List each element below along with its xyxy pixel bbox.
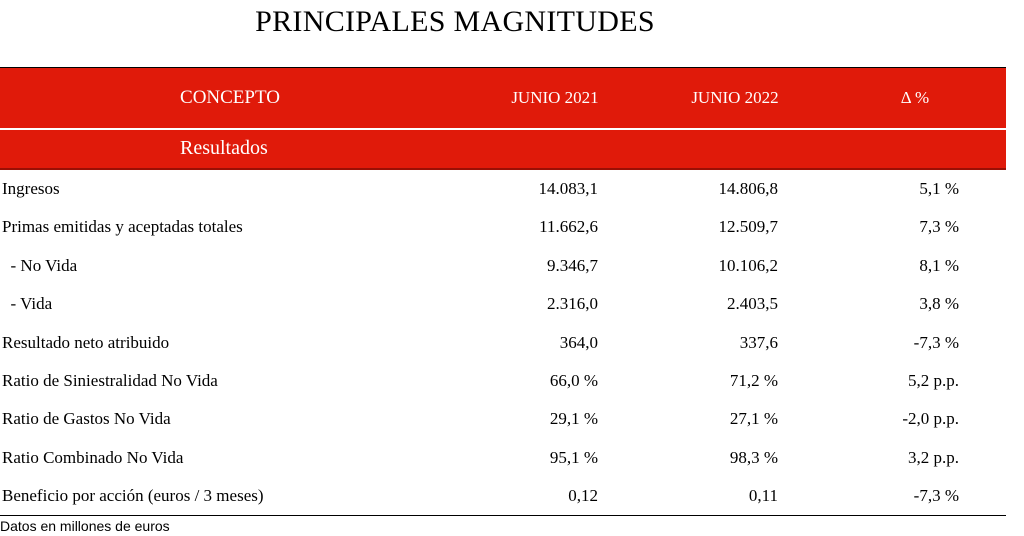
row-label: - No Vida [2,255,78,275]
row-value-2021: 0,12 [568,486,598,506]
row-delta: 3,2 p.p. [908,447,959,467]
row-delta: 5,1 % [919,179,959,198]
table-row: Resultado neto atribuido 364,0 337,6 -7,… [0,322,1006,360]
row-delta: -2,0 p.p. [902,409,959,429]
row-delta: 3,8 % [919,294,959,314]
table-row: - No Vida 9.346,7 10.106,2 8,1 % [0,245,1006,283]
row-value-2021: 364,0 [559,332,598,352]
table-bottom-rule [0,515,1006,516]
table-row: Ratio Combinado No Vida 95,1 % 98,3 % 3,… [0,437,1006,475]
row-value-2022: 71,2 % [729,370,778,390]
section-label: Resultados [180,137,268,159]
table-row: Ratio de Gastos No Vida 29,1 % 27,1 % -2… [0,398,1006,436]
row-label: Beneficio por acción (euros / 3 meses) [2,486,264,506]
row-value-2022: 27,1 % [729,409,778,429]
row-value-2021: 66,0 % [549,370,598,390]
row-value-2022: 98,3 % [729,447,778,467]
row-delta: 8,1 % [919,255,959,275]
table-body: Ingresos 14.083,1 14.806,8 5,1 % Primas … [0,168,1006,514]
row-value-2022: 2.403,5 [727,294,778,314]
section-header: Resultados [0,130,1006,170]
row-value-2021: 14.083,1 [538,179,599,198]
row-value-2021: 9.346,7 [547,255,598,275]
row-label: Ratio Combinado No Vida [2,447,184,467]
row-label: Ratio de Gastos No Vida [2,409,171,429]
row-value-2021: 2.316,0 [547,294,598,314]
table-row: Ratio de Siniestralidad No Vida 66,0 % 7… [0,360,1006,398]
page-title: PRINCIPALES MAGNITUDES [255,5,655,38]
row-value-2021: 29,1 % [549,409,598,429]
table-row: - Vida 2.316,0 2.403,5 3,8 % [0,283,1006,321]
row-delta: 5,2 p.p. [908,370,959,390]
row-value-2021: 11.662,6 [539,217,598,237]
row-label: Resultado neto atribuido [2,332,170,352]
row-label: Ingresos [2,179,60,198]
table-row: Ingresos 14.083,1 14.806,8 5,1 % [0,168,1006,206]
header-delta-percent: Δ % [900,88,930,107]
row-delta: 7,3 % [919,217,959,237]
row-value-2022: 14.806,8 [718,179,779,198]
row-label: - Vida [2,294,53,314]
footnote: Datos en millones de euros [0,518,170,534]
header-concept: CONCEPTO [180,87,280,108]
row-value-2022: 12.509,7 [718,217,779,237]
header-june-2021: JUNIO 2021 [511,88,599,107]
table-header: CONCEPTO JUNIO 2021 JUNIO 2022 Δ % [0,67,1006,128]
table-row: Primas emitidas y aceptadas totales 11.6… [0,206,1006,244]
row-value-2022: 0,11 [748,486,778,506]
header-june-2022: JUNIO 2022 [691,88,779,107]
row-value-2022: 10.106,2 [718,255,779,275]
row-delta: -7,3 % [913,332,959,352]
row-label: Ratio de Siniestralidad No Vida [2,370,218,390]
row-value-2021: 95,1 % [549,447,598,467]
row-label: Primas emitidas y aceptadas totales [2,217,243,237]
row-value-2022: 337,6 [739,332,778,352]
row-delta: -7,3 % [913,486,959,506]
table-row: Beneficio por acción (euros / 3 meses) 0… [0,475,1006,513]
